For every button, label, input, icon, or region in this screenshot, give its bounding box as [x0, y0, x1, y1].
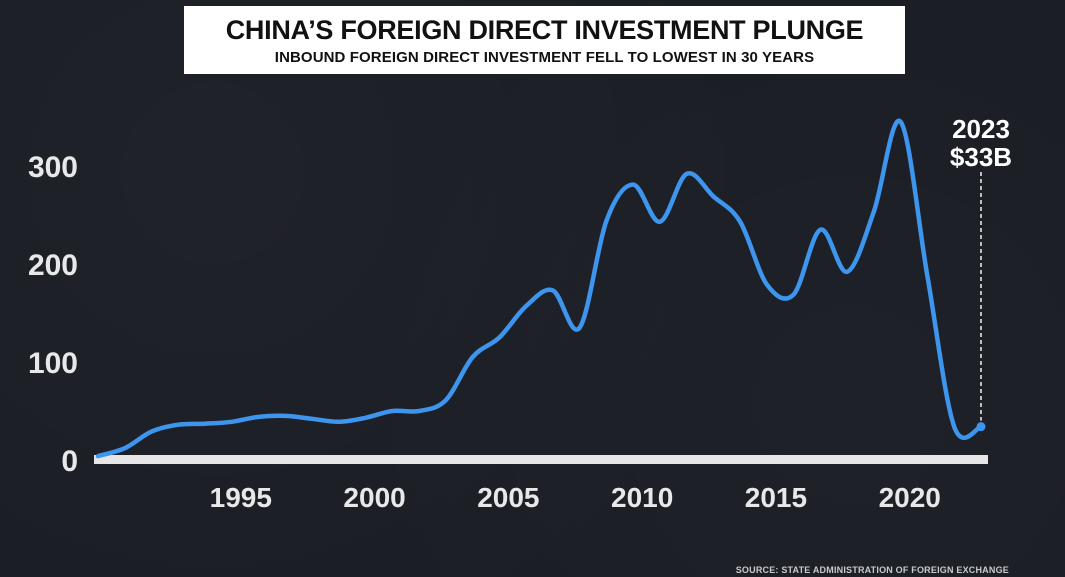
x-tick-label: 2020	[879, 482, 941, 513]
y-axis-ticks: 0 100 200 300	[28, 151, 78, 478]
chart-title: CHINA’S FOREIGN DIRECT INVESTMENT PLUNGE	[225, 15, 864, 45]
x-tick-label: 2010	[611, 482, 673, 513]
x-tick-label: 2000	[343, 482, 405, 513]
chart-subtitle: INBOUND FOREIGN DIRECT INVESTMENT FELL T…	[274, 49, 815, 66]
y-tick-label: 300	[28, 151, 78, 184]
fdi-series-line	[95, 118, 984, 459]
source-note: SOURCE: STATE ADMINISTRATION OF FOREIGN …	[735, 565, 1009, 575]
x-tick-label: 2015	[745, 482, 807, 513]
y-tick-label: 200	[28, 249, 78, 282]
x-tick-label: 1995	[210, 482, 272, 513]
x-axis-ticks: 1995 2000 2005 2010 2015 2020	[210, 482, 941, 513]
annotation-year-label: 2023	[952, 114, 1010, 144]
end-data-point	[976, 422, 986, 432]
x-tick-label: 2005	[477, 482, 539, 513]
y-tick-label: 100	[28, 347, 78, 380]
x-axis-line	[94, 455, 988, 464]
title-box: CHINA’S FOREIGN DIRECT INVESTMENT PLUNGE…	[184, 6, 905, 74]
y-tick-label: 0	[61, 445, 78, 478]
annotation-value-label: $33B	[950, 142, 1012, 172]
